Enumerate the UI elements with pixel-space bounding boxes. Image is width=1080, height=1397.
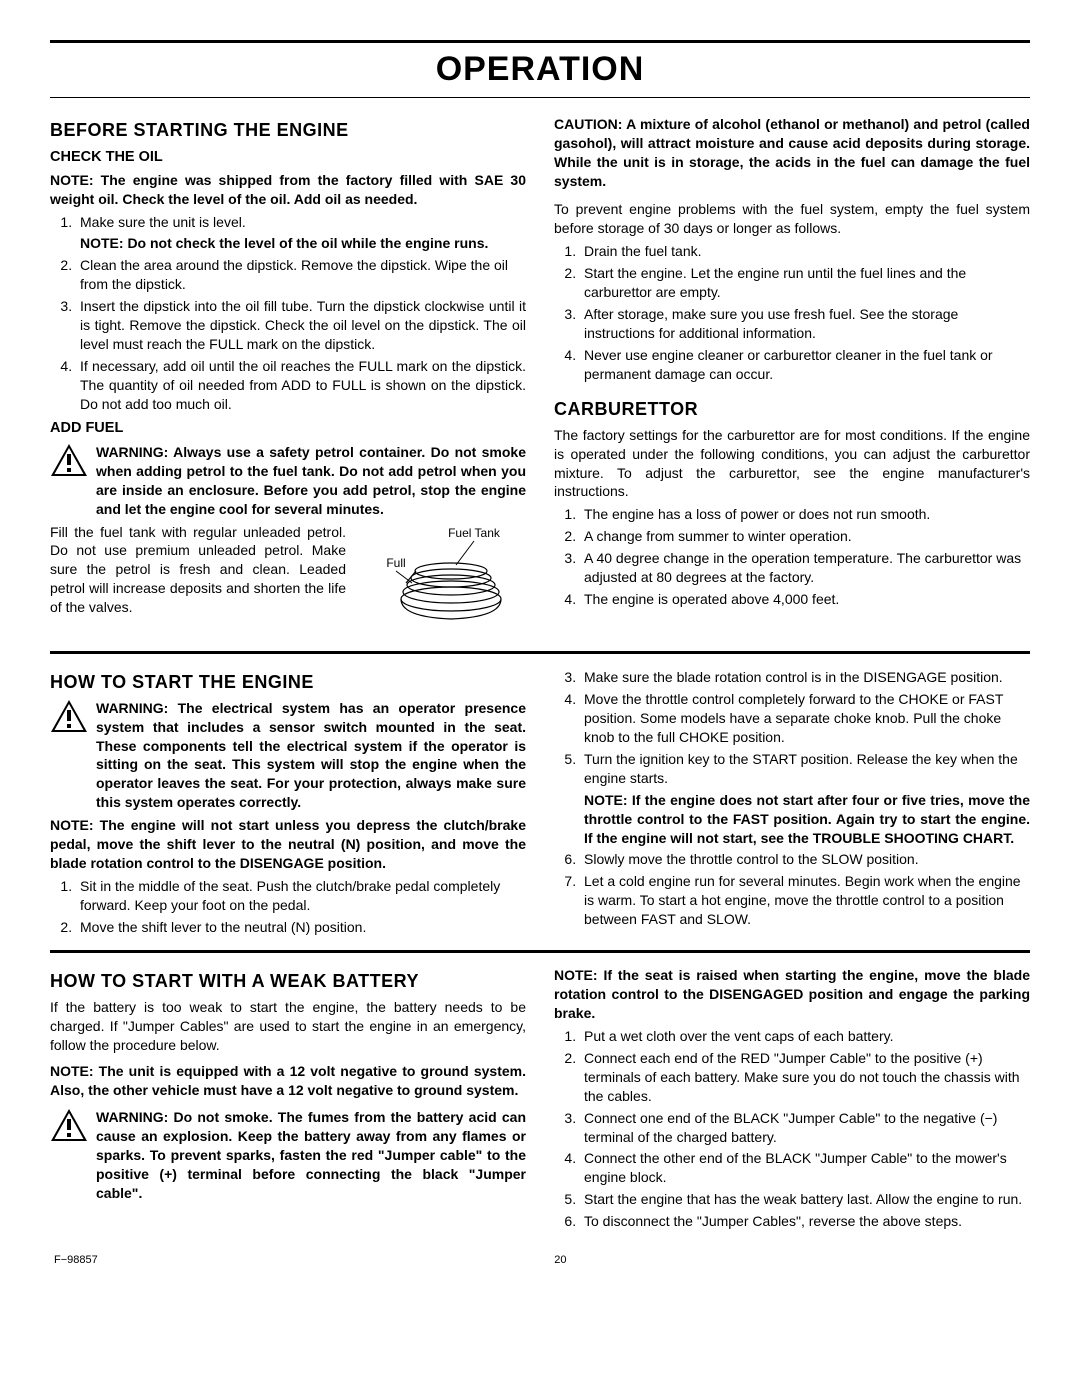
start-note: NOTE: The engine will not start unless y… [50,816,526,873]
check-oil-note: NOTE: The engine was shipped from the fa… [50,171,526,209]
column-right: CAUTION: A mixture of alcohol (ethanol o… [554,112,1030,642]
prevent-intro: To prevent engine problems with the fuel… [554,200,1030,238]
list-item: The engine has a loss of power or does n… [580,505,1030,524]
add-fuel-title: ADD FUEL [50,419,526,439]
divider [50,950,1030,953]
start-warning-text: WARNING: The electrical system has an op… [96,699,526,812]
start-list-left: Sit in the middle of the seat. Push the … [50,877,526,937]
carb-intro: The factory settings for the carburettor… [554,426,1030,502]
divider [50,651,1030,654]
section-before-title: BEFORE STARTING THE ENGINE [50,118,526,142]
carb-list: The engine has a loss of power or does n… [554,505,1030,608]
list-item: If necessary, add oil until the oil reac… [76,357,526,414]
list-item: Make sure the unit is level. NOTE: Do no… [76,213,526,254]
list-item: The engine is operated above 4,000 feet. [580,590,1030,609]
column-right: NOTE: If the seat is raised when startin… [554,963,1030,1235]
list-item: Insert the dipstick into the oil fill tu… [76,297,526,354]
section-carb-title: CARBURETTOR [554,397,1030,421]
list-item: Start the engine. Let the engine run unt… [580,264,1030,302]
page-title: OPERATION [50,40,1030,98]
list-item: A change from summer to winter operation… [580,527,1030,546]
warning-icon [50,699,88,738]
list-item: Move the shift lever to the neutral (N) … [76,918,526,937]
page-footer: F−98857 20 . [50,1253,1030,1268]
warning-icon [50,1108,88,1147]
list-item: Sit in the middle of the seat. Push the … [76,877,526,915]
list-item: Let a cold engine run for several minute… [580,872,1030,929]
list-item: After storage, make sure you use fresh f… [580,305,1030,343]
column-left: BEFORE STARTING THE ENGINE CHECK THE OIL… [50,112,526,642]
step-text: Make sure the unit is level. [80,214,246,230]
list-item: Connect one end of the BLACK "Jumper Cab… [580,1109,1030,1147]
start-list-right: Make sure the blade rotation control is … [554,668,1030,929]
prevent-list: Drain the fuel tank. Start the engine. L… [554,242,1030,383]
list-item: Connect the other end of the BLACK "Jump… [580,1149,1030,1187]
check-oil-title: CHECK THE OIL [50,148,526,168]
column-left: HOW TO START THE ENGINE WARNING: The ele… [50,664,526,940]
fuel-body-text: Fill the fuel tank with regular unleaded… [50,523,346,617]
fuel-tank-diagram: Fuel Tank Full [356,523,526,638]
block-start-engine: HOW TO START THE ENGINE WARNING: The ele… [50,664,1030,940]
list-item: Make sure the blade rotation control is … [580,668,1030,687]
block-before-starting: BEFORE STARTING THE ENGINE CHECK THE OIL… [50,112,1030,642]
step5-note: NOTE: If the engine does not start after… [584,791,1030,848]
weak-warning-text: WARNING: Do not smoke. The fumes from th… [96,1108,526,1202]
list-item: Turn the ignition key to the START posit… [580,750,1030,847]
column-right: Make sure the blade rotation control is … [554,664,1030,940]
list-item: Slowly move the throttle control to the … [580,850,1030,869]
full-label: Full [386,556,405,570]
doc-id: F−98857 [54,1253,98,1268]
section-weak-title: HOW TO START WITH A WEAK BATTERY [50,969,526,993]
weak-warning-row: WARNING: Do not smoke. The fumes from th… [50,1108,526,1202]
warning-icon [50,443,88,482]
column-left: HOW TO START WITH A WEAK BATTERY If the … [50,963,526,1235]
list-item: Drain the fuel tank. [580,242,1030,261]
list-item: A 40 degree change in the operation temp… [580,549,1030,587]
list-item: To disconnect the "Jumper Cables", rever… [580,1212,1030,1231]
start-warning-row: WARNING: The electrical system has an op… [50,699,526,812]
weak-intro: If the battery is too weak to start the … [50,998,526,1055]
fuel-tank-label: Fuel Tank [448,526,501,540]
list-item: Put a wet cloth over the vent caps of ea… [580,1027,1030,1046]
weak-right-note: NOTE: If the seat is raised when startin… [554,966,1030,1023]
fuel-row: Fill the fuel tank with regular unleaded… [50,523,526,638]
list-item: Start the engine that has the weak batte… [580,1190,1030,1209]
list-item: Clean the area around the dipstick. Remo… [76,256,526,294]
weak-note: NOTE: The unit is equipped with a 12 vol… [50,1062,526,1100]
check-oil-list: Make sure the unit is level. NOTE: Do no… [50,213,526,414]
block-weak-battery: HOW TO START WITH A WEAK BATTERY If the … [50,963,1030,1235]
weak-list: Put a wet cloth over the vent caps of ea… [554,1027,1030,1231]
list-item: Move the throttle control completely for… [580,690,1030,747]
page-number: 20 [554,1253,566,1268]
list-item: Never use engine cleaner or carburettor … [580,346,1030,384]
caution-gasohol: CAUTION: A mixture of alcohol (ethanol o… [554,115,1030,191]
step-text: Turn the ignition key to the START posit… [584,751,1018,786]
step1-note: NOTE: Do not check the level of the oil … [80,234,526,253]
add-fuel-warning-row: WARNING: Always use a safety petrol cont… [50,443,526,519]
list-item: Connect each end of the RED "Jumper Cabl… [580,1049,1030,1106]
section-start-title: HOW TO START THE ENGINE [50,670,526,694]
add-fuel-warning-text: WARNING: Always use a safety petrol cont… [96,443,526,519]
